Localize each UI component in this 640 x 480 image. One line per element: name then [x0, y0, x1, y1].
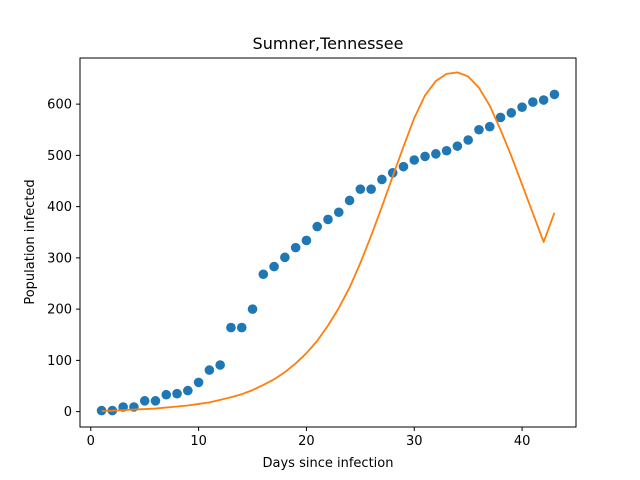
- scatter-point: [183, 385, 193, 396]
- scatter-point: [506, 108, 517, 118]
- scatter-point: [484, 121, 495, 132]
- scatter-point: [280, 252, 290, 263]
- scatter-point: [431, 149, 441, 159]
- scatter-point: [474, 124, 484, 135]
- y-tick-label: 0: [64, 405, 72, 420]
- scatter-point: [441, 145, 452, 156]
- scatter-point: [258, 269, 269, 280]
- scatter-point: [366, 184, 376, 194]
- chart-title: Sumner,Tennessee: [253, 34, 404, 53]
- scatter-point: [193, 377, 204, 388]
- scatter-point: [215, 360, 225, 370]
- scatter-point: [204, 365, 215, 375]
- scatter-point: [463, 135, 473, 145]
- scatter-point: [139, 396, 150, 406]
- x-tick-label: 0: [87, 434, 95, 449]
- scatter-point: [517, 102, 527, 112]
- y-tick-label: 400: [47, 200, 72, 215]
- scatter-point: [269, 261, 279, 272]
- scatter-point: [226, 322, 236, 333]
- y-tick-label: 300: [47, 251, 72, 266]
- scatter-point: [452, 141, 463, 151]
- scatter-point: [538, 95, 549, 105]
- y-tick-label: 500: [47, 149, 72, 164]
- scatter-point: [290, 242, 301, 253]
- scatter-point: [236, 322, 247, 333]
- model-line: [101, 71, 556, 413]
- y-tick-label: 600: [47, 98, 72, 113]
- scatter-point: [150, 396, 161, 406]
- x-tick-label: 40: [514, 434, 531, 449]
- scatter-point: [344, 195, 355, 206]
- scatter-point: [333, 207, 344, 218]
- scatter-point: [355, 184, 366, 194]
- x-tick-label: 30: [406, 434, 423, 449]
- scatter-point: [323, 214, 333, 225]
- y-tick-label: 100: [47, 354, 72, 369]
- plot-frame: [79, 57, 577, 428]
- x-tick-label: 10: [190, 434, 207, 449]
- y-tick-label: 200: [47, 303, 72, 318]
- scatter-point: [420, 151, 430, 162]
- scatter-point: [495, 112, 506, 123]
- scatter-point: [247, 304, 258, 314]
- scatter-point: [528, 97, 538, 107]
- x-axis-label: Days since infection: [263, 456, 394, 471]
- x-tick-label: 20: [298, 434, 315, 449]
- scatter-point: [398, 161, 409, 172]
- scatter-point: [377, 174, 387, 185]
- plot-area: [96, 71, 560, 416]
- scatter-point: [172, 388, 182, 399]
- scatter-point: [301, 235, 312, 246]
- scatter-point: [409, 155, 420, 165]
- scatter-point: [549, 89, 560, 100]
- scatter-point: [161, 389, 172, 400]
- scatter-point: [312, 221, 323, 232]
- y-axis-label: Population infected: [23, 179, 38, 304]
